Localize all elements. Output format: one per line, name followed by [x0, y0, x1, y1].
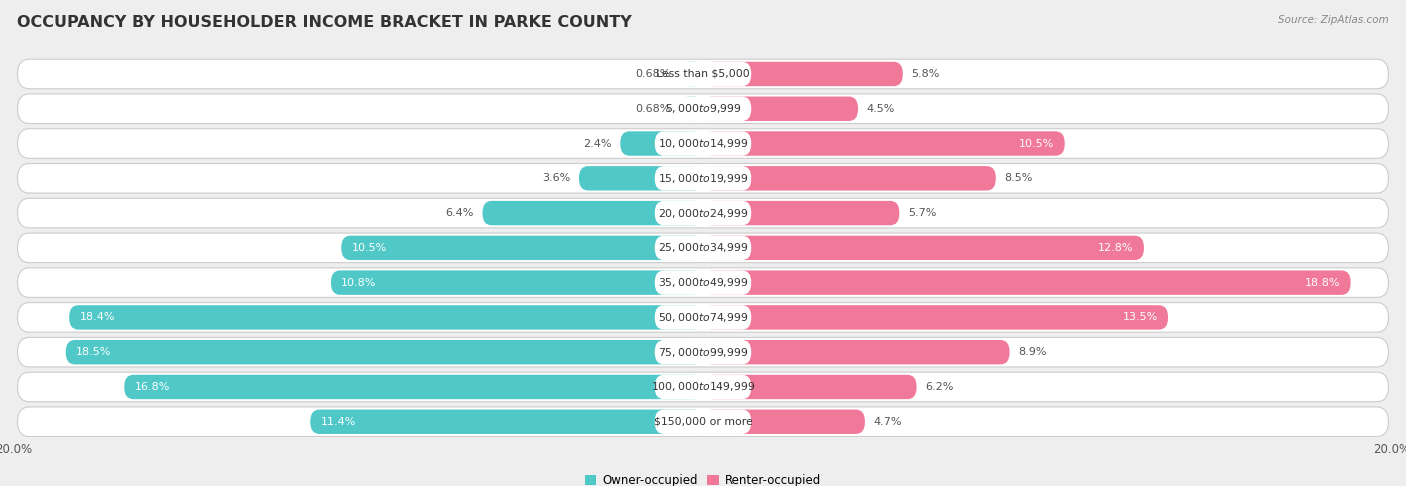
Text: 4.5%: 4.5% — [866, 104, 896, 114]
FancyBboxPatch shape — [703, 375, 917, 399]
FancyBboxPatch shape — [330, 270, 703, 295]
FancyBboxPatch shape — [620, 131, 703, 156]
FancyBboxPatch shape — [17, 59, 1389, 89]
FancyBboxPatch shape — [66, 340, 703, 364]
FancyBboxPatch shape — [17, 94, 1389, 123]
FancyBboxPatch shape — [655, 62, 751, 86]
Text: $5,000 to $9,999: $5,000 to $9,999 — [665, 102, 741, 115]
FancyBboxPatch shape — [655, 166, 751, 191]
FancyBboxPatch shape — [17, 129, 1389, 158]
FancyBboxPatch shape — [655, 236, 751, 260]
FancyBboxPatch shape — [703, 97, 858, 121]
Text: 5.8%: 5.8% — [911, 69, 939, 79]
Text: 8.5%: 8.5% — [1004, 174, 1033, 183]
Text: 16.8%: 16.8% — [135, 382, 170, 392]
FancyBboxPatch shape — [655, 131, 751, 156]
Text: 18.4%: 18.4% — [80, 312, 115, 322]
FancyBboxPatch shape — [655, 340, 751, 364]
Text: 2.4%: 2.4% — [583, 139, 612, 149]
FancyBboxPatch shape — [703, 270, 1351, 295]
Text: $50,000 to $74,999: $50,000 to $74,999 — [658, 311, 748, 324]
Text: 13.5%: 13.5% — [1122, 312, 1157, 322]
Text: 11.4%: 11.4% — [321, 417, 356, 427]
Text: Less than $5,000: Less than $5,000 — [657, 69, 749, 79]
FancyBboxPatch shape — [311, 410, 703, 434]
Text: 10.5%: 10.5% — [1019, 139, 1054, 149]
Text: 5.7%: 5.7% — [908, 208, 936, 218]
FancyBboxPatch shape — [69, 305, 703, 330]
FancyBboxPatch shape — [655, 270, 751, 295]
Text: 18.8%: 18.8% — [1305, 278, 1340, 288]
FancyBboxPatch shape — [17, 372, 1389, 402]
Text: Source: ZipAtlas.com: Source: ZipAtlas.com — [1278, 15, 1389, 25]
FancyBboxPatch shape — [655, 410, 751, 434]
FancyBboxPatch shape — [655, 375, 751, 399]
FancyBboxPatch shape — [655, 97, 751, 121]
FancyBboxPatch shape — [703, 236, 1144, 260]
Text: 8.9%: 8.9% — [1018, 347, 1046, 357]
Text: 18.5%: 18.5% — [76, 347, 111, 357]
FancyBboxPatch shape — [655, 201, 751, 226]
Text: $15,000 to $19,999: $15,000 to $19,999 — [658, 172, 748, 185]
FancyBboxPatch shape — [17, 303, 1389, 332]
Text: $100,000 to $149,999: $100,000 to $149,999 — [651, 381, 755, 394]
FancyBboxPatch shape — [482, 201, 703, 226]
Text: $150,000 or more: $150,000 or more — [654, 417, 752, 427]
Text: 3.6%: 3.6% — [543, 174, 571, 183]
FancyBboxPatch shape — [703, 305, 1168, 330]
FancyBboxPatch shape — [17, 163, 1389, 193]
FancyBboxPatch shape — [703, 131, 1064, 156]
FancyBboxPatch shape — [17, 198, 1389, 228]
FancyBboxPatch shape — [17, 337, 1389, 367]
FancyBboxPatch shape — [124, 375, 703, 399]
Text: $20,000 to $24,999: $20,000 to $24,999 — [658, 207, 748, 220]
Text: 6.2%: 6.2% — [925, 382, 953, 392]
Text: OCCUPANCY BY HOUSEHOLDER INCOME BRACKET IN PARKE COUNTY: OCCUPANCY BY HOUSEHOLDER INCOME BRACKET … — [17, 15, 631, 30]
FancyBboxPatch shape — [679, 62, 703, 86]
FancyBboxPatch shape — [679, 97, 703, 121]
Text: 10.5%: 10.5% — [352, 243, 387, 253]
Text: $25,000 to $34,999: $25,000 to $34,999 — [658, 242, 748, 254]
FancyBboxPatch shape — [703, 62, 903, 86]
Text: $10,000 to $14,999: $10,000 to $14,999 — [658, 137, 748, 150]
FancyBboxPatch shape — [579, 166, 703, 191]
Text: 0.68%: 0.68% — [636, 104, 671, 114]
Text: 12.8%: 12.8% — [1098, 243, 1133, 253]
Text: $35,000 to $49,999: $35,000 to $49,999 — [658, 276, 748, 289]
FancyBboxPatch shape — [17, 268, 1389, 297]
FancyBboxPatch shape — [17, 233, 1389, 262]
FancyBboxPatch shape — [703, 201, 900, 226]
FancyBboxPatch shape — [17, 407, 1389, 436]
Text: 4.7%: 4.7% — [873, 417, 903, 427]
FancyBboxPatch shape — [655, 305, 751, 330]
FancyBboxPatch shape — [703, 166, 995, 191]
Text: 6.4%: 6.4% — [446, 208, 474, 218]
FancyBboxPatch shape — [703, 410, 865, 434]
Text: $75,000 to $99,999: $75,000 to $99,999 — [658, 346, 748, 359]
Text: 0.68%: 0.68% — [636, 69, 671, 79]
Legend: Owner-occupied, Renter-occupied: Owner-occupied, Renter-occupied — [579, 469, 827, 486]
FancyBboxPatch shape — [342, 236, 703, 260]
Text: 10.8%: 10.8% — [342, 278, 377, 288]
FancyBboxPatch shape — [703, 340, 1010, 364]
